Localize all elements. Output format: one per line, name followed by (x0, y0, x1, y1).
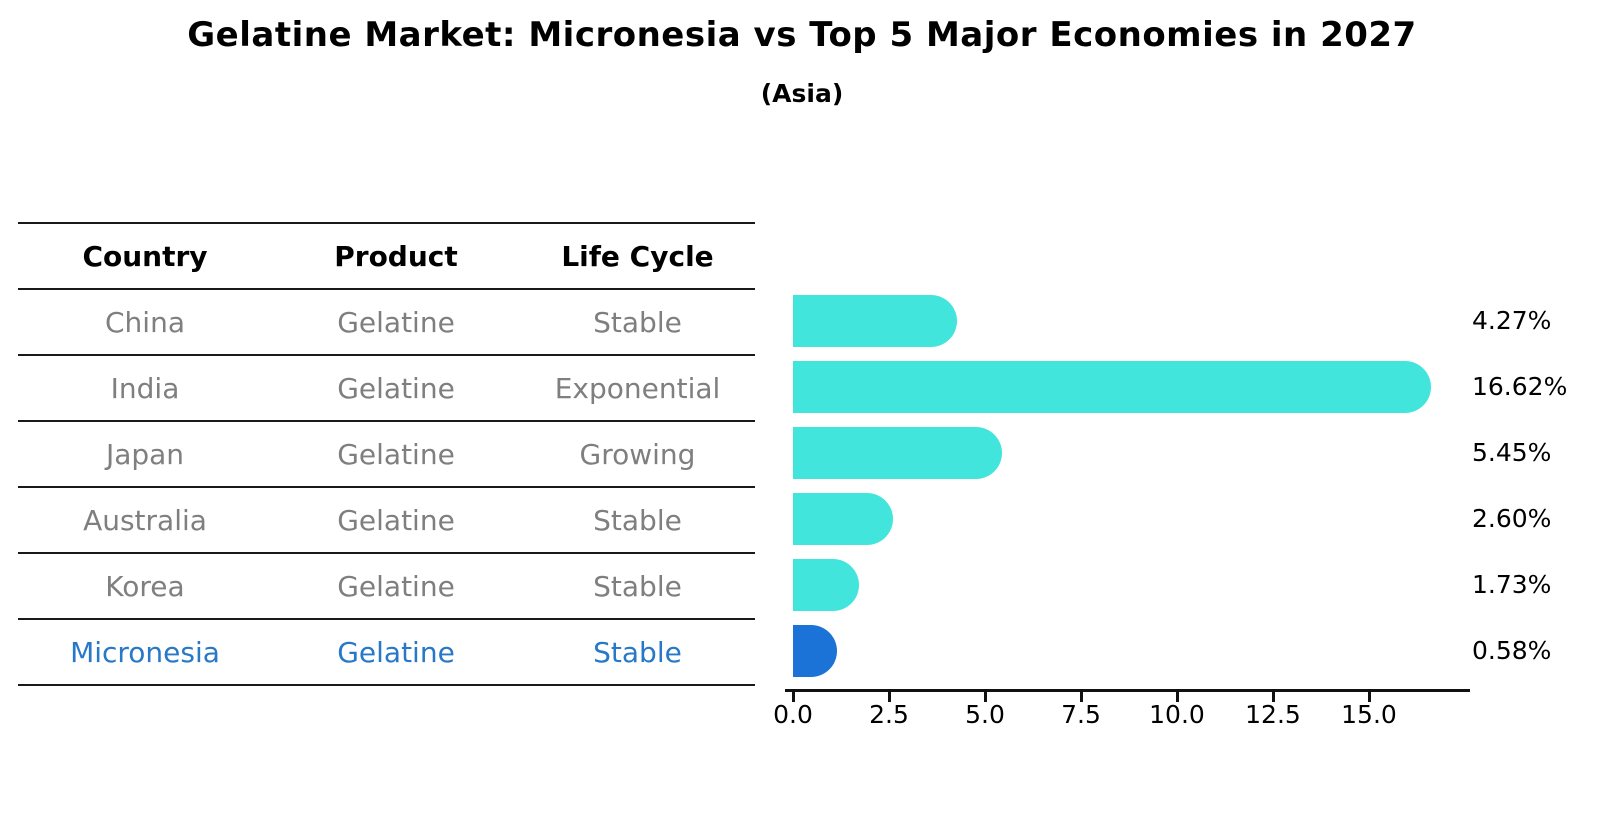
x-tick-mark (1079, 692, 1083, 702)
cell-life-cycle: Exponential (554, 371, 721, 405)
bar-value-label: 1.73% (1472, 570, 1552, 599)
table-header-row: Country Product Life Cycle (18, 222, 755, 288)
cell-life-cycle: Stable (593, 635, 682, 669)
cell-product: Gelatine (337, 371, 455, 405)
chart-title: Gelatine Market: Micronesia vs Top 5 Maj… (187, 15, 1417, 55)
column-header-country: Country (82, 239, 208, 273)
x-tick-mark (887, 692, 891, 702)
bar-china (793, 295, 957, 347)
column-header-life-cycle: Life Cycle (561, 239, 714, 273)
table-row: Micronesia Gelatine Stable (18, 618, 755, 684)
bar-value-label: 2.60% (1472, 504, 1552, 533)
cell-life-cycle: Growing (579, 437, 696, 471)
cell-product: Gelatine (337, 305, 455, 339)
cell-country: China (105, 305, 185, 339)
x-tick-mark (1367, 692, 1371, 702)
x-tick-mark (1175, 692, 1179, 702)
cell-country: Japan (105, 437, 185, 471)
cell-product: Gelatine (337, 635, 455, 669)
table-row: Australia Gelatine Stable (18, 486, 755, 552)
bar-australia (793, 493, 893, 545)
cell-life-cycle: Stable (593, 305, 682, 339)
cell-product: Gelatine (337, 569, 455, 603)
cell-life-cycle: Stable (593, 569, 682, 603)
column-header-product: Product (334, 239, 458, 273)
x-tick-mark (791, 692, 795, 702)
table-row: Japan Gelatine Growing (18, 420, 755, 486)
table-row: India Gelatine Exponential (18, 354, 755, 420)
cell-product: Gelatine (337, 437, 455, 471)
x-axis-line (785, 689, 1470, 692)
info-table: Country Product Life Cycle China Gelatine… (18, 222, 755, 686)
chart-subtitle: (Asia) (760, 79, 844, 108)
bar-korea (793, 559, 860, 611)
cell-product: Gelatine (337, 503, 455, 537)
bar-value-label: 5.45% (1472, 438, 1552, 467)
x-tick-label: 10.0 (1149, 700, 1205, 729)
table-row: Korea Gelatine Stable (18, 552, 755, 618)
x-tick-label: 12.5 (1245, 700, 1301, 729)
x-tick-mark (1271, 692, 1275, 702)
cell-life-cycle: Stable (593, 503, 682, 537)
x-tick-label: 7.5 (1061, 700, 1101, 729)
cell-country: Australia (83, 503, 207, 537)
cell-country: India (110, 371, 180, 405)
x-tick-label: 0.0 (773, 700, 813, 729)
bar-value-label: 16.62% (1472, 372, 1568, 401)
x-tick-label: 5.0 (965, 700, 1005, 729)
bar-value-label: 0.58% (1472, 636, 1552, 665)
bar-japan (793, 427, 1003, 479)
table-row: China Gelatine Stable (18, 288, 755, 354)
bar-value-label: 4.27% (1472, 306, 1552, 335)
cell-country: Micronesia (70, 635, 220, 669)
bar-india (793, 361, 1432, 413)
x-tick-label: 15.0 (1341, 700, 1397, 729)
cell-country: Korea (105, 569, 185, 603)
x-tick-label: 2.5 (869, 700, 909, 729)
x-tick-mark (983, 692, 987, 702)
bar-micronesia (793, 625, 837, 677)
